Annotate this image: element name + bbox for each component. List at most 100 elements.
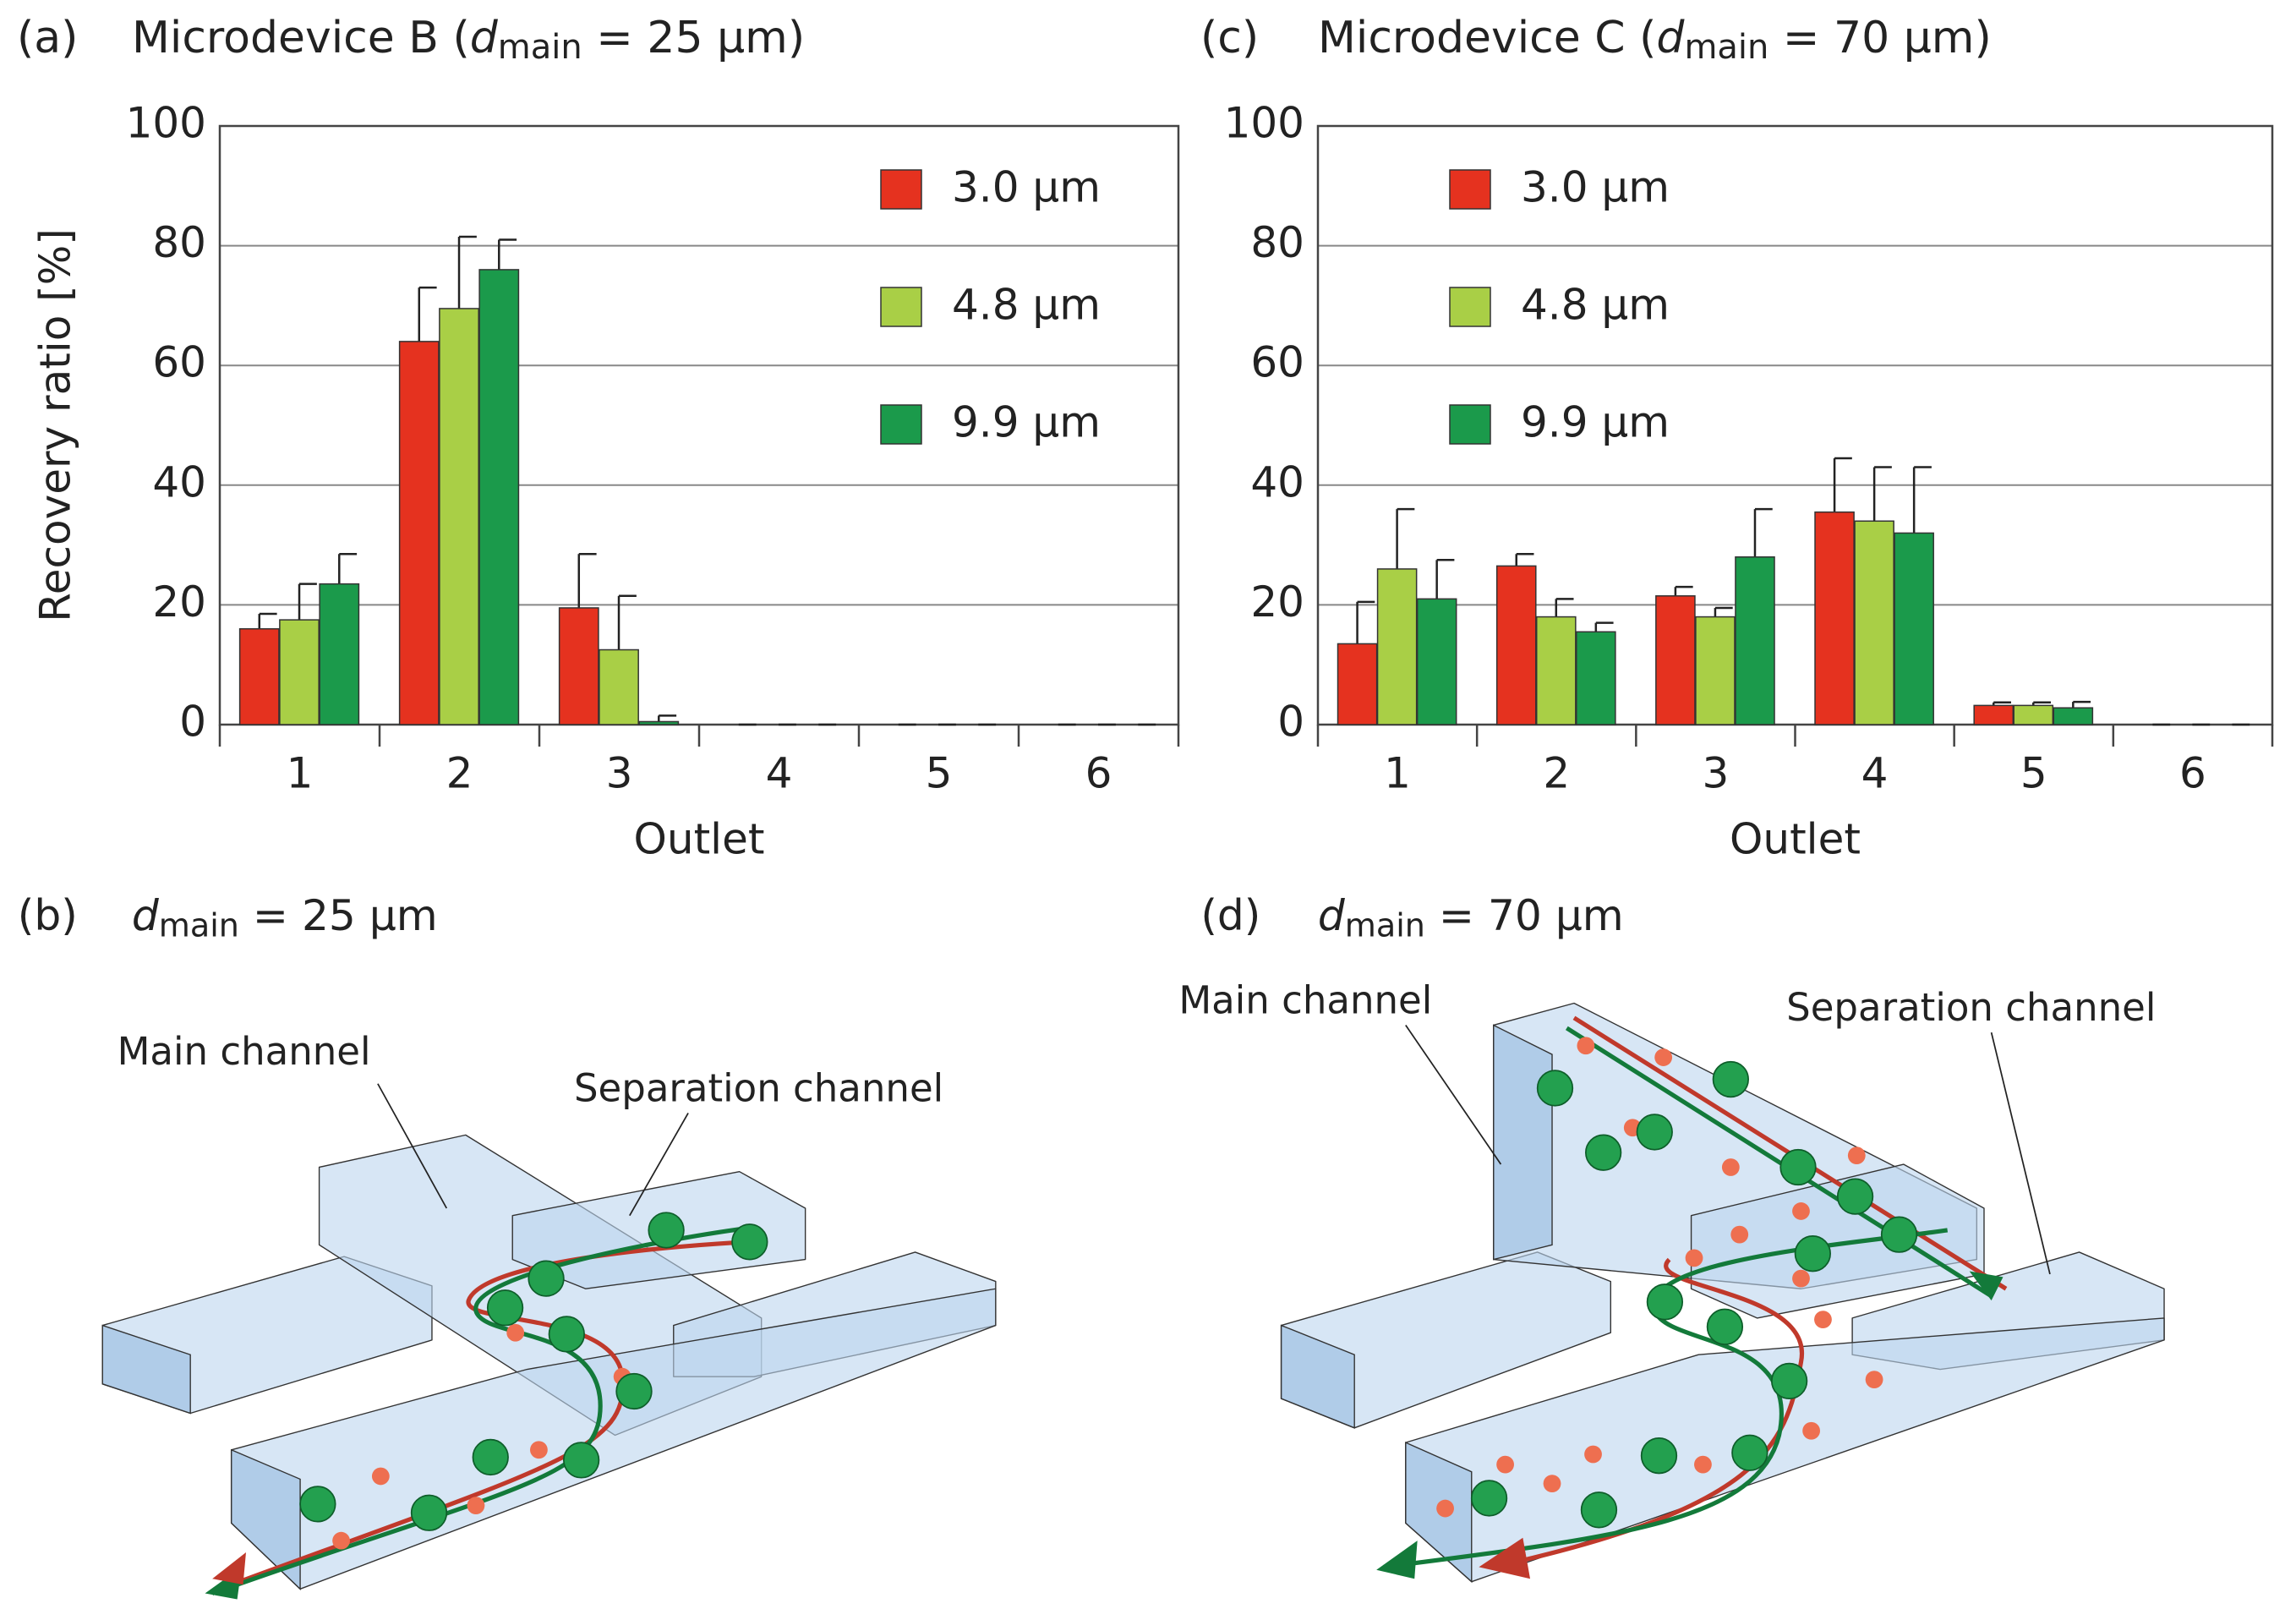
legend-swatch <box>1449 169 1491 210</box>
y-tick-label: 40 <box>1250 457 1304 506</box>
y-tick-label: 80 <box>152 218 206 267</box>
bar <box>398 341 440 725</box>
error-bar <box>1396 507 1415 569</box>
bar <box>1894 532 1934 725</box>
panel-label: (d) <box>1200 890 1260 940</box>
legend-label: 3.0 μm <box>1521 163 1670 212</box>
x-tick-label: 5 <box>2020 749 2047 798</box>
error-bar <box>617 594 637 650</box>
error-bar <box>658 714 677 722</box>
annotation: Main channel <box>118 1029 371 1074</box>
x-tick-label: 3 <box>606 749 633 798</box>
y-tick-label: 60 <box>1250 338 1304 387</box>
chart-title: Microdevice B (dmain = 25 μm) <box>132 13 805 67</box>
error-bar <box>298 583 317 621</box>
channel <box>101 1324 191 1415</box>
title-var: d <box>1318 890 1346 940</box>
y-tick-label: 100 <box>1224 99 1304 148</box>
y-tick-label: 100 <box>126 99 206 148</box>
x-tick-label: 2 <box>446 749 473 798</box>
bar <box>478 269 520 725</box>
x-tick-label: 1 <box>1384 749 1411 798</box>
annotation: Main channel <box>1178 977 1432 1022</box>
legend-label: 4.8 μm <box>952 281 1101 330</box>
leader-line <box>629 1112 689 1217</box>
error-bar <box>577 552 597 608</box>
channel-diagram <box>101 1083 997 1600</box>
leader-line <box>1405 1024 1502 1165</box>
error-bar <box>258 612 277 629</box>
error-bar <box>1753 507 1773 557</box>
error-bar <box>1674 585 1693 596</box>
error-bar <box>1515 552 1534 566</box>
y-tick-label: 80 <box>1250 218 1304 267</box>
particles <box>1436 1037 1918 1529</box>
error-bar <box>1872 466 1892 522</box>
channel <box>1493 1024 1553 1261</box>
title-var: d <box>470 13 499 63</box>
y-tick-label: 20 <box>152 577 206 627</box>
arrowhead <box>1969 1271 2004 1301</box>
x-tick-label: 6 <box>1085 749 1112 798</box>
y-tick-label: 0 <box>1277 698 1304 747</box>
error-bar <box>1912 466 1932 534</box>
x-axis-label: Outlet <box>634 815 765 864</box>
bar <box>1695 616 1736 725</box>
trajectory <box>1383 1026 1993 1569</box>
error-bar <box>1555 598 1574 617</box>
title-sub: main <box>1345 906 1425 944</box>
bar <box>638 720 680 725</box>
x-tick-label: 5 <box>926 749 953 798</box>
error-bar <box>1356 600 1375 644</box>
bar <box>1655 595 1696 725</box>
panel-label: (c) <box>1200 13 1259 63</box>
legend-swatch <box>880 169 922 210</box>
bar <box>238 627 280 725</box>
annotation: Separation channel <box>574 1065 943 1110</box>
panel-label: (a) <box>17 13 78 63</box>
title-var: d <box>132 890 160 940</box>
bar <box>1495 565 1537 725</box>
bar <box>1535 616 1577 725</box>
y-tick-label: 20 <box>1250 577 1304 627</box>
bar <box>2053 707 2094 725</box>
channel <box>1280 1324 1355 1429</box>
legend-label: 9.9 μm <box>1521 398 1670 447</box>
title-sub: main <box>498 28 582 67</box>
error-bar <box>498 238 517 270</box>
title-suffix: = 70 μm <box>1425 890 1624 940</box>
y-tick-label: 60 <box>152 338 206 387</box>
legend-swatch <box>1449 404 1491 445</box>
title-var: d <box>1656 13 1685 63</box>
y-axis-label: Recovery ratio [%] <box>31 228 80 621</box>
error-bar <box>338 552 358 584</box>
x-tick-label: 6 <box>2179 749 2206 798</box>
bar <box>1576 631 1616 725</box>
chart-title: Microdevice C (dmain = 70 μm) <box>1318 13 1992 67</box>
x-tick-label: 3 <box>1703 749 1730 798</box>
leader-line <box>1990 1032 2051 1275</box>
legend-label: 9.9 μm <box>952 398 1101 447</box>
arrowhead <box>1479 1537 1531 1579</box>
error-bar <box>2072 700 2091 709</box>
diagram-title: dmain = 70 μm <box>1318 890 1624 944</box>
error-bar <box>1714 606 1733 617</box>
arrowhead <box>1376 1541 1418 1579</box>
channel-diagram <box>1280 1002 2165 1584</box>
y-tick-label: 40 <box>152 457 206 506</box>
bar <box>2013 704 2054 725</box>
title-sub: main <box>1684 28 1768 67</box>
y-tick-label: 0 <box>179 698 206 747</box>
legend-swatch <box>880 404 922 445</box>
bar <box>599 649 639 725</box>
bar <box>558 607 599 725</box>
x-tick-label: 4 <box>766 749 793 798</box>
title-suffix: = 25 μm <box>239 890 438 940</box>
legend-label: 4.8 μm <box>1521 281 1670 330</box>
title-prefix: Microdevice B ( <box>132 13 470 63</box>
bar <box>439 308 479 725</box>
error-bar <box>457 235 477 309</box>
bar <box>1337 643 1378 725</box>
x-axis-label: Outlet <box>1730 815 1861 864</box>
